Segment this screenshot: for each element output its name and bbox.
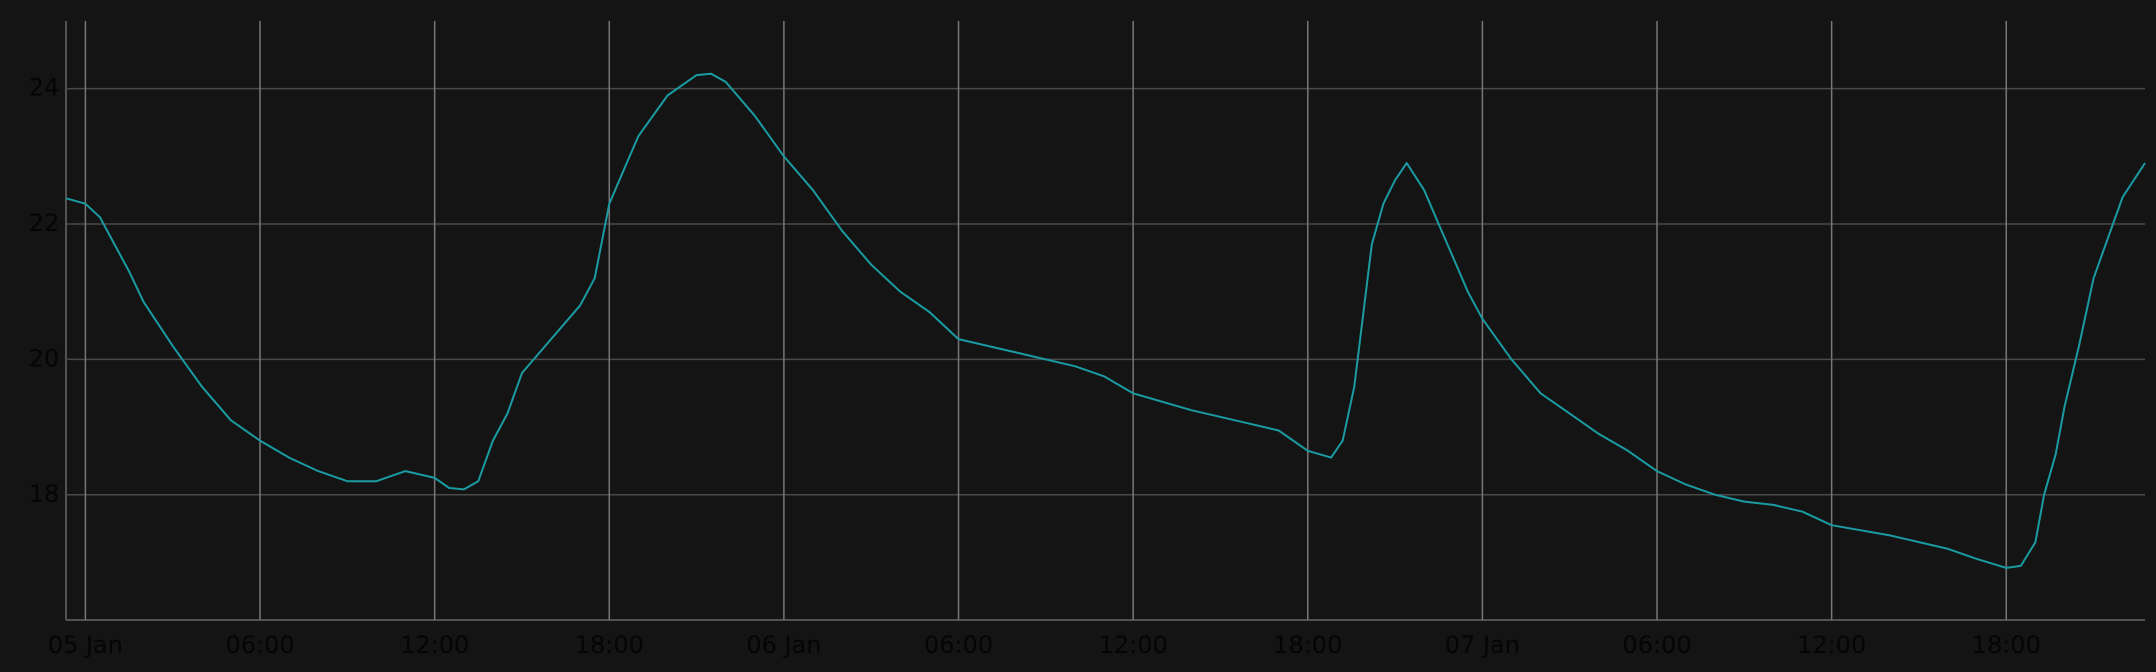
x-tick-label: 05 Jan xyxy=(48,631,123,659)
x-tick-label: 18:00 xyxy=(575,631,644,659)
x-tick-label: 06:00 xyxy=(924,631,993,659)
y-tick-label: 24 xyxy=(29,74,60,102)
y-tick-label: 22 xyxy=(29,209,60,237)
line-series xyxy=(65,72,2146,569)
y-tick-label: 18 xyxy=(29,480,60,508)
x-tick-label: 12:00 xyxy=(1099,631,1168,659)
y-tick-label: 20 xyxy=(29,344,60,372)
x-tick-label: 06:00 xyxy=(225,631,294,659)
x-tick-label: 06 Jan xyxy=(746,631,821,659)
x-tick-label: 12:00 xyxy=(1797,631,1866,659)
x-tick-label: 18:00 xyxy=(1273,631,1342,659)
x-tick-label: 12:00 xyxy=(400,631,469,659)
x-tick-label: 18:00 xyxy=(1972,631,2041,659)
x-tick-label: 06:00 xyxy=(1622,631,1691,659)
x-tick-label: 07 Jan xyxy=(1445,631,1520,659)
